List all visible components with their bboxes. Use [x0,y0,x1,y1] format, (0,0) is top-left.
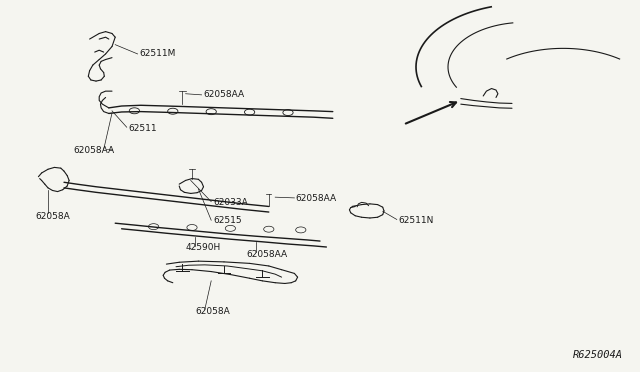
Text: 62511M: 62511M [140,49,176,58]
Text: 62515: 62515 [213,217,242,225]
Text: 62058AA: 62058AA [296,194,337,203]
Text: 62058AA: 62058AA [246,250,287,259]
Text: R625004A: R625004A [573,350,623,360]
Text: 62058A: 62058A [35,212,70,221]
Text: 62511N: 62511N [399,216,434,225]
Text: 62511: 62511 [128,124,157,133]
Text: 42590H: 42590H [186,243,221,252]
Text: 62033A: 62033A [213,198,248,207]
Text: 62058AA: 62058AA [74,146,115,155]
Text: 62058A: 62058A [195,307,230,316]
Text: 62058AA: 62058AA [204,90,244,99]
